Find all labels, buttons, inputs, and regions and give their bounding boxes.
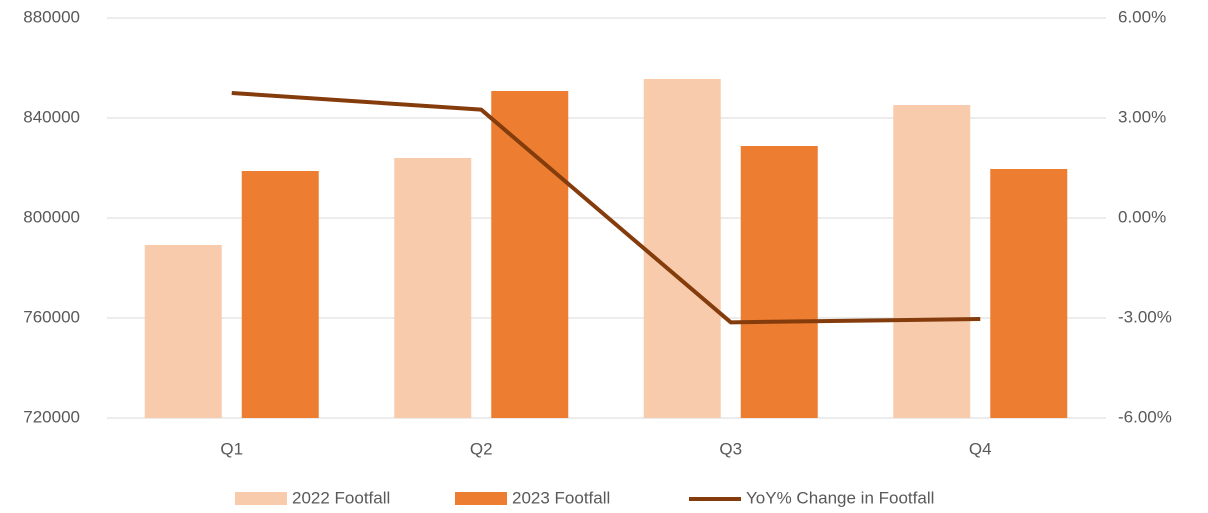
bar [740,146,818,418]
y2-tick-label: -6.00% [1118,407,1172,426]
x-tick-label: Q2 [470,439,493,458]
legend-swatch [455,492,507,505]
bar [990,169,1068,418]
bar [643,79,721,418]
y2-tick-label: -3.00% [1118,307,1172,326]
legend-label: YoY% Change in Footfall [746,488,934,507]
y2-tick-label: 0.00% [1118,207,1166,226]
y-tick-label: 720000 [23,407,80,426]
legend-label: 2022 Footfall [292,488,390,507]
y2-tick-label: 3.00% [1118,107,1166,126]
bar [893,105,971,418]
bar [491,91,569,418]
y-tick-label: 880000 [23,7,80,26]
x-tick-label: Q4 [969,439,992,458]
bar [394,158,472,418]
y2-tick-label: 6.00% [1118,7,1166,26]
x-tick-label: Q1 [220,439,243,458]
legend-label: 2023 Footfall [512,488,610,507]
y-tick-label: 800000 [23,207,80,226]
legend-swatch [235,492,287,505]
bar [144,245,222,418]
line [231,91,981,325]
bar [241,171,319,418]
x-tick-label: Q3 [719,439,742,458]
y-tick-label: 840000 [23,107,80,126]
y-tick-label: 760000 [23,307,80,326]
